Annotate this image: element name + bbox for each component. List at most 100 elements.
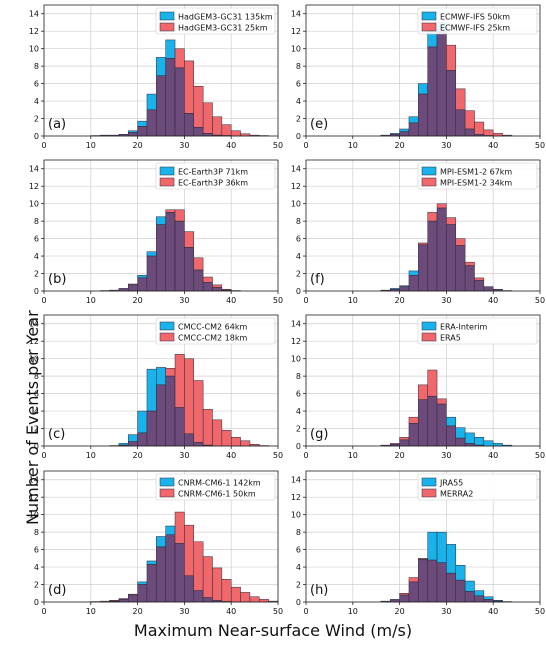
- y-tick-label: 8: [296, 372, 301, 381]
- legend-box: [417, 7, 538, 35]
- bar-series-b: [184, 231, 195, 248]
- bar-series-b: [165, 209, 176, 213]
- legend-label: ERA5: [440, 334, 461, 343]
- x-tick-label: 30: [441, 451, 451, 460]
- x-tick-label: 20: [133, 141, 143, 150]
- x-tick-label: 0: [41, 141, 46, 150]
- legend-label: ECMWF-IFS 25km: [440, 24, 510, 33]
- panel-tag: (g): [310, 427, 328, 442]
- y-tick-label: 4: [296, 563, 301, 572]
- bar-series-a: [156, 367, 166, 386]
- bar-series-b: [399, 437, 410, 441]
- y-tick-label: 4: [34, 97, 39, 106]
- bar-series-b: [427, 369, 438, 397]
- y-tick-label: 12: [291, 182, 301, 191]
- bar-series-b: [221, 430, 232, 447]
- legend-label: CMCC-CM2 18km: [178, 334, 247, 343]
- x-tick-label: 20: [133, 296, 143, 305]
- y-tick-label: 0: [34, 287, 39, 296]
- x-tick-label: 0: [303, 607, 308, 616]
- bar-series-b: [455, 88, 466, 111]
- y-tick-label: 12: [291, 27, 301, 36]
- panel-tag: (h): [310, 583, 328, 598]
- legend-box: [155, 162, 276, 190]
- x-tick-label: 30: [179, 607, 189, 616]
- legend-swatch: [421, 332, 437, 342]
- panel-tag: (d): [48, 583, 66, 598]
- bar-series-a: [165, 39, 176, 59]
- y-tick-label: 2: [296, 425, 301, 434]
- panel-tag: (a): [48, 117, 66, 132]
- y-tick-label: 4: [34, 407, 39, 416]
- legend-box: [417, 317, 538, 345]
- bar-overlap: [156, 224, 166, 292]
- legend-swatch: [159, 166, 175, 176]
- x-tick-label: 20: [133, 451, 143, 460]
- y-tick-label: 8: [296, 217, 301, 226]
- bar-series-b: [202, 556, 213, 598]
- bar-overlap: [455, 109, 466, 137]
- bar-overlap: [427, 395, 438, 447]
- bar-series-a: [408, 270, 419, 276]
- bar-series-b: [240, 592, 251, 603]
- y-tick-label: 10: [291, 45, 301, 54]
- x-tick-label: 0: [303, 451, 308, 460]
- bar-series-a: [127, 434, 138, 442]
- bar-overlap: [455, 437, 466, 447]
- bar-series-b: [202, 276, 213, 283]
- bar-series-a: [118, 443, 129, 446]
- bar-series-a: [483, 440, 494, 447]
- bar-series-a: [408, 116, 419, 124]
- y-tick-label: 12: [29, 27, 39, 36]
- y-tick-label: 8: [296, 528, 301, 537]
- bar-series-a: [446, 416, 457, 427]
- bar-series-a: [455, 565, 466, 581]
- bar-series-b: [193, 85, 204, 128]
- bar-overlap: [127, 441, 138, 447]
- bar-overlap: [408, 423, 419, 447]
- bar-series-b: [193, 541, 204, 591]
- x-tick-label: 10: [348, 451, 358, 460]
- panel-tag: (b): [48, 272, 66, 287]
- bar-series-b: [165, 368, 176, 377]
- panel-e: 0 10 20 30 40 50 0 2 4 6 8 10 12 14 (e) ECMWF-IFS 50km E…: [291, 4, 545, 150]
- panel-f: 0 10 20 30 40 50 0 2 4 6 8 10 12 14 (f) MPI-ESM1-2 67km…: [291, 159, 545, 305]
- legend-label: JRA55: [439, 479, 463, 488]
- y-tick-label: 6: [296, 390, 301, 399]
- y-tick-label: 2: [296, 270, 301, 279]
- bar-series-b: [436, 398, 447, 405]
- bar-overlap: [137, 126, 148, 137]
- y-tick-label: 10: [291, 200, 301, 209]
- bar-series-a: [474, 437, 485, 446]
- bar-series-b: [184, 60, 195, 114]
- y-tick-label: 14: [291, 10, 301, 19]
- x-tick-label: 0: [41, 607, 46, 616]
- bar-series-b: [249, 596, 260, 603]
- y-tick-label: 6: [34, 546, 39, 555]
- bar-series-b: [446, 217, 457, 225]
- panel-a: 0 10 20 30 40 50 0 2 4 6 8 10 12 14 (a) HadGEM3-GC31 13…: [29, 4, 283, 150]
- y-tick-label: 0: [296, 287, 301, 296]
- y-tick-label: 14: [29, 10, 39, 19]
- bar-overlap: [184, 433, 195, 447]
- x-axis-title: Maximum Near-surface Wind (m/s): [133, 621, 413, 640]
- bar-series-b: [202, 409, 213, 446]
- bar-series-a: [156, 57, 166, 76]
- legend-swatch: [159, 488, 175, 498]
- bar-series-b: [408, 577, 419, 583]
- bar-series-a: [137, 120, 148, 127]
- bar-overlap: [436, 30, 447, 137]
- bar-series-a: [483, 596, 494, 600]
- y-tick-label: 2: [296, 581, 301, 590]
- bar-series-b: [418, 242, 428, 245]
- bar-series-b: [184, 524, 195, 577]
- bar-overlap: [174, 220, 185, 292]
- legend-label: HadGEM3-GC31 25km: [178, 24, 268, 33]
- panel-d: 0 10 20 30 40 50 0 2 4 6 8 10 12 14 (d) CNRM-CM6-1 142k…: [29, 470, 283, 616]
- bar-overlap: [165, 534, 176, 603]
- x-tick-label: 40: [226, 607, 236, 616]
- bar-overlap: [137, 277, 148, 292]
- x-tick-label: 50: [273, 607, 283, 616]
- bar-series-b: [221, 579, 232, 602]
- x-tick-label: 20: [395, 451, 405, 460]
